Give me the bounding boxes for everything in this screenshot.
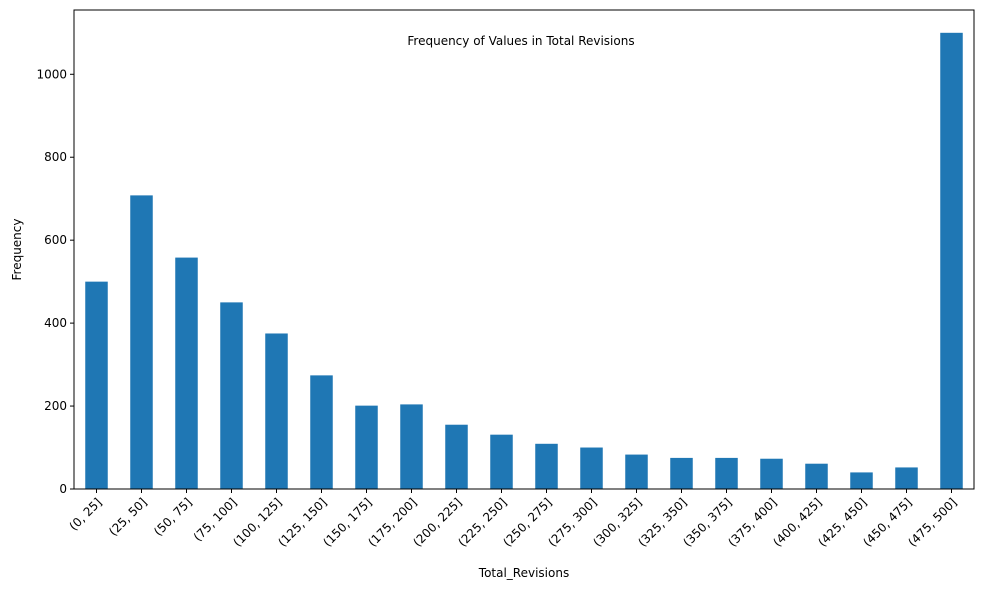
x-tick-label: (25, 50]: [106, 495, 150, 539]
bar-4: [265, 333, 288, 489]
bar-17: [850, 472, 873, 489]
bar-2: [175, 257, 198, 489]
x-axis-ticks: (0, 25] (25, 50] (50, 75](75, 100](100, 12…: [67, 489, 960, 550]
bar-13: [670, 457, 693, 489]
bar-8: [445, 424, 468, 489]
chart-title: Frequency of Values in Total Revisions: [407, 34, 634, 48]
x-tick-label: (475, 500]: [905, 495, 959, 549]
bar-16: [805, 463, 828, 489]
bar-15: [760, 458, 783, 489]
y-tick-label: 0: [59, 482, 67, 496]
bar-1: [130, 195, 153, 490]
bars: [85, 32, 963, 490]
bar-0: [85, 281, 108, 489]
bar-12: [625, 454, 648, 489]
plot-frame: [73, 9, 975, 490]
y-tick-label: 200: [44, 399, 67, 413]
y-tick-label: 600: [44, 233, 67, 247]
y-tick-label: 800: [44, 150, 67, 164]
bar-7: [400, 404, 423, 489]
y-tick-label: 400: [44, 316, 67, 330]
bar-14: [715, 457, 738, 489]
bar-11: [580, 447, 603, 489]
bar-9: [490, 434, 513, 489]
x-axis-label: Total_Revisions: [478, 566, 569, 580]
bar-10: [535, 443, 558, 489]
bar-3: [220, 302, 243, 489]
bar-6: [355, 405, 378, 489]
bar-18: [895, 467, 918, 489]
x-tick-label: (50, 75]: [151, 495, 195, 539]
y-axis-label: Frequency: [10, 219, 24, 281]
y-axis-ticks: 0 200 400 600 800 1000: [36, 67, 74, 496]
x-tick-label: (0, 25]: [67, 495, 105, 533]
bar-19: [940, 32, 963, 490]
y-tick-label: 1000: [36, 67, 67, 81]
bar-5: [310, 375, 333, 489]
